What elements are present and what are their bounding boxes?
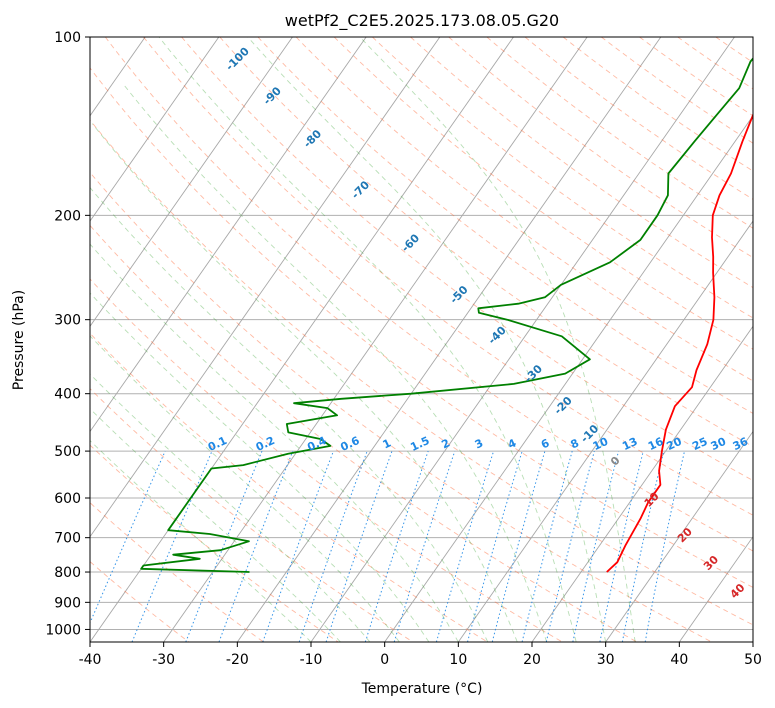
mixing-ratio-line	[393, 450, 456, 642]
dry-adiabat-line	[104, 37, 753, 552]
moist-adiabat-line	[158, 37, 577, 642]
y-tick-label: 1000	[45, 622, 81, 638]
mixing-ratio-line	[467, 450, 523, 642]
dry-adiabat-line	[90, 171, 712, 642]
isotherm-line	[90, 37, 367, 433]
y-tick-label: 900	[54, 595, 81, 611]
mixing-ratio-line	[218, 450, 294, 642]
isotherm-line	[678, 535, 753, 642]
y-tick-label: 700	[54, 531, 81, 547]
dewpoint-line	[140, 57, 753, 573]
x-tick-label: 0	[380, 652, 389, 668]
isotherm-line	[310, 37, 735, 642]
mixing-ratio-line	[491, 450, 546, 642]
isotherm-line	[90, 37, 293, 328]
axes: -40 -30 -20 -10 0 10 20 30 40 50 100 200 300 400 500 60…	[45, 30, 762, 668]
isotherm-line	[90, 37, 514, 642]
dry-adiabat-line	[90, 332, 488, 642]
dry-adiabat-line	[90, 67, 753, 588]
mixing-ratio-line	[435, 450, 495, 642]
x-tick-label: -40	[79, 652, 102, 668]
y-tick-label: 800	[54, 565, 81, 581]
mixing-ratio-line	[599, 450, 644, 642]
moist-adiabat-line	[90, 186, 489, 642]
dry-adiabat-line	[257, 37, 753, 414]
mixing-ratio-line	[90, 450, 166, 625]
dry-adiabat-line	[486, 37, 753, 229]
chart-title: wetPf2_C2E5.2025.173.08.05.G20	[285, 11, 559, 31]
background-lines	[90, 37, 775, 642]
mixing-ratio-tick-label: 25	[690, 435, 709, 453]
mixing-ratio-tick-label: 36	[731, 435, 751, 453]
dry-adiabat-line	[333, 37, 753, 350]
x-tick-label: -10	[300, 652, 323, 668]
isotherm-line	[163, 37, 588, 642]
x-tick-label: 20	[523, 652, 541, 668]
mixing-ratio-line	[521, 450, 573, 642]
x-tick-label: -20	[226, 652, 249, 668]
moist-adiabat-line	[91, 123, 518, 642]
y-tick-label: 400	[54, 387, 81, 403]
mixing-ratio-line	[262, 450, 334, 642]
moist-adiabat-line	[90, 292, 430, 642]
dry-adiabat-line	[562, 37, 753, 172]
y-tick-label: 100	[54, 30, 81, 46]
mixing-ratio-tick-label: 30	[709, 435, 729, 453]
isotherm-line	[605, 430, 753, 642]
x-tick-label: 30	[597, 652, 615, 668]
isotherm-line	[457, 220, 753, 642]
dry-adiabat-line	[754, 37, 775, 642]
moist-adiabat-line	[90, 439, 312, 642]
dry-adiabat-line	[90, 444, 339, 642]
isotherm-line	[90, 37, 220, 222]
y-tick-label: 200	[54, 208, 81, 224]
mixing-ratio-line	[545, 450, 595, 642]
dry-adiabat-line	[90, 388, 414, 642]
dry-adiabat-line	[219, 37, 753, 448]
mixing-ratio-tick-label: 20	[664, 435, 684, 453]
y-axis-label: Pressure (hPa)	[11, 290, 27, 390]
x-tick-label: 50	[744, 652, 762, 668]
x-tick-label: -30	[152, 652, 175, 668]
moist-adiabat-line	[247, 37, 607, 642]
x-tick-label: 40	[670, 652, 688, 668]
y-tick-label: 300	[54, 313, 81, 329]
mixing-ratio-line	[298, 450, 368, 642]
isotherm-line	[90, 37, 441, 538]
y-tick-label: 600	[54, 491, 81, 507]
mixing-ratio-tick-label: 10	[591, 435, 611, 453]
moist-adiabat-line	[122, 83, 548, 642]
plot-frame	[89, 36, 754, 643]
mixing-ratio-tick-label: 13	[620, 435, 639, 453]
x-tick-label: 10	[449, 652, 467, 668]
dry-adiabat-line	[410, 37, 753, 289]
mixing-ratio-line	[572, 450, 620, 642]
isotherm-line	[752, 641, 753, 642]
mixing-ratio-tick-label: 16	[646, 435, 666, 453]
moist-adiabat-line	[90, 243, 459, 642]
dry-adiabat-line	[295, 37, 753, 382]
series-lines	[140, 57, 753, 573]
isotherm-line	[236, 37, 662, 642]
temperature-line	[606, 112, 753, 573]
dry-adiabat-line	[372, 37, 753, 319]
moist-adiabat-line	[90, 408, 341, 642]
mixing-ratio-line	[185, 450, 263, 642]
moist-adiabat-line	[359, 37, 636, 642]
isotherm-line	[531, 325, 753, 642]
moist-adiabat-line	[90, 335, 400, 642]
y-tick-label: 500	[54, 444, 81, 460]
dry-adiabat-line	[181, 37, 753, 482]
x-axis-label: Temperature (°C)	[361, 681, 483, 697]
dry-adiabat-line	[90, 502, 264, 642]
plot-background	[90, 37, 753, 642]
isotherm-line	[384, 115, 753, 642]
mixing-ratio-line	[364, 450, 429, 642]
mixing-ratio-line	[325, 450, 393, 642]
dry-adiabat-line	[90, 119, 753, 626]
